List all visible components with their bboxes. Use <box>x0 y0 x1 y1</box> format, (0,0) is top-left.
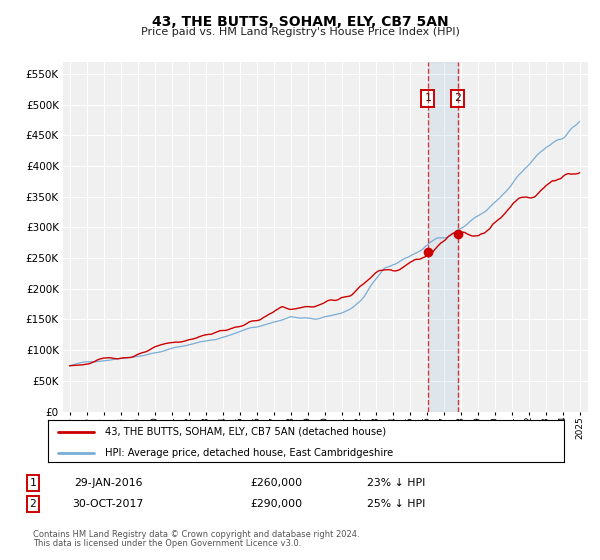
Text: 30-OCT-2017: 30-OCT-2017 <box>73 499 143 509</box>
Text: 25% ↓ HPI: 25% ↓ HPI <box>367 499 425 509</box>
Text: 1: 1 <box>425 94 431 104</box>
Bar <box>428 62 458 412</box>
Text: HPI: Average price, detached house, East Cambridgeshire: HPI: Average price, detached house, East… <box>105 448 393 458</box>
Text: £260,000: £260,000 <box>250 478 302 488</box>
Text: 43, THE BUTTS, SOHAM, ELY, CB7 5AN (detached house): 43, THE BUTTS, SOHAM, ELY, CB7 5AN (deta… <box>105 427 386 437</box>
Text: This data is licensed under the Open Government Licence v3.0.: This data is licensed under the Open Gov… <box>33 539 301 548</box>
Text: 43, THE BUTTS, SOHAM, ELY, CB7 5AN: 43, THE BUTTS, SOHAM, ELY, CB7 5AN <box>152 15 448 29</box>
Text: 2: 2 <box>29 499 37 509</box>
Text: £290,000: £290,000 <box>250 499 302 509</box>
Text: 2: 2 <box>454 94 461 104</box>
Text: Price paid vs. HM Land Registry's House Price Index (HPI): Price paid vs. HM Land Registry's House … <box>140 27 460 37</box>
Text: 23% ↓ HPI: 23% ↓ HPI <box>367 478 425 488</box>
Text: 1: 1 <box>29 478 37 488</box>
Text: Contains HM Land Registry data © Crown copyright and database right 2024.: Contains HM Land Registry data © Crown c… <box>33 530 359 539</box>
Text: 29-JAN-2016: 29-JAN-2016 <box>74 478 142 488</box>
